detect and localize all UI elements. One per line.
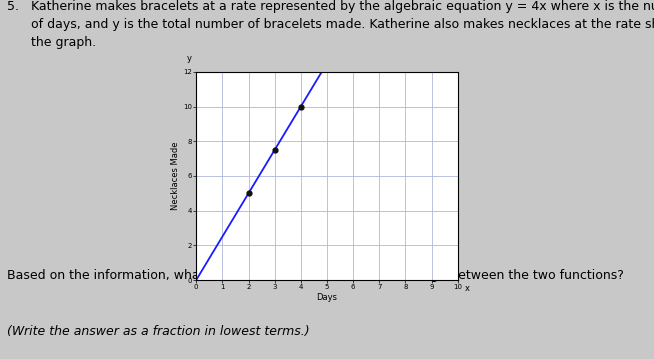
Text: Based on the information, what is the difference in the rate of change between t: Based on the information, what is the di… [7,269,623,282]
X-axis label: Days: Days [317,293,337,302]
Text: (Write the answer as a fraction in lowest terms.): (Write the answer as a fraction in lowes… [7,325,309,338]
Text: 5.   Katherine makes bracelets at a rate represented by the algebraic equation y: 5. Katherine makes bracelets at a rate r… [7,0,654,49]
Text: y: y [187,54,192,63]
Y-axis label: Necklaces Made: Necklaces Made [171,142,181,210]
Text: x: x [464,284,470,293]
